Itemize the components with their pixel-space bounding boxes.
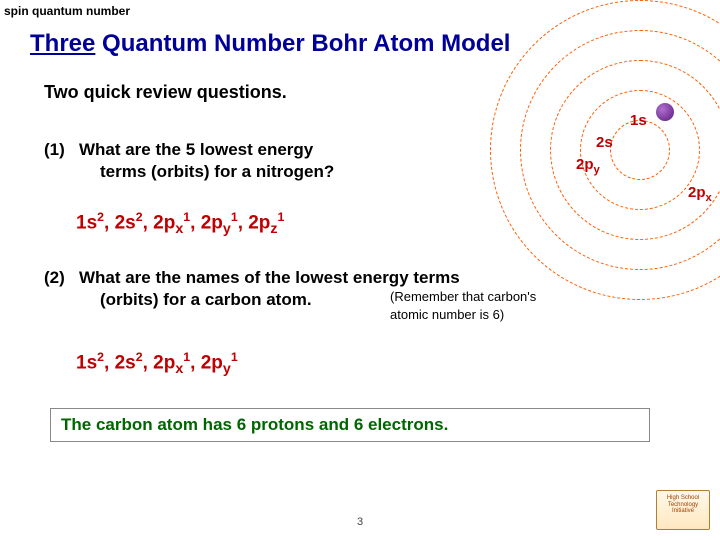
q2-text1: What are the names of the lowest energy … [79, 268, 460, 287]
page-number: 3 [357, 516, 363, 528]
electron-dot [656, 103, 674, 121]
atom-label-2s: 2s [596, 134, 613, 151]
title-rest: Quantum Number Bohr Atom Model [95, 30, 510, 57]
q1-line2: terms (orbits) for a nitrogen? [100, 162, 334, 182]
q1-answer: 1s2, 2s2, 2px1, 2py1, 2pz1 [76, 210, 284, 237]
title-underlined: Three [30, 30, 95, 57]
subtitle: Two quick review questions. [44, 82, 287, 103]
q2-line1: (2) What are the names of the lowest ene… [44, 268, 460, 288]
bottom-statement: The carbon atom has 6 protons and 6 elec… [50, 408, 650, 442]
q1-text1: What are the 5 lowest energy [79, 140, 313, 159]
atom-label-2px: 2px [688, 184, 712, 204]
header-small: spin quantum number [4, 4, 130, 18]
logo-badge: High SchoolTechnologyInitiative [656, 490, 710, 530]
q2-note-l1: (Remember that carbon's [390, 289, 536, 304]
q2-note: (Remember that carbon's atomic number is… [390, 288, 536, 323]
logo-text: High SchoolTechnologyInitiative [667, 495, 699, 514]
page-title: Three Quantum Number Bohr Atom Model [30, 30, 510, 58]
bohr-atom-diagram: 1s 2s 2py 2px [500, 10, 720, 290]
atom-label-1s: 1s [630, 112, 647, 129]
q1-num: (1) [44, 140, 65, 159]
q2-answer: 1s2, 2s2, 2px1, 2py1 [76, 350, 238, 377]
q2-note-l2: atomic number is 6) [390, 307, 504, 322]
q1-line1: (1) What are the 5 lowest energy [44, 140, 313, 160]
q2-line2: (orbits) for a carbon atom. [100, 290, 312, 310]
q2-num: (2) [44, 268, 65, 287]
atom-label-2py: 2py [576, 156, 600, 176]
